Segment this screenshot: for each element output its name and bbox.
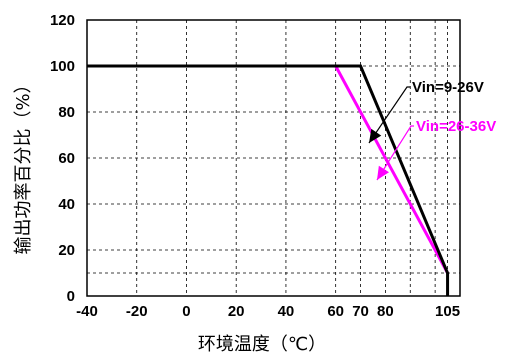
y-axis-title: 输出功率百分比（%） bbox=[13, 75, 34, 254]
series-label-0: Vin=9-26V bbox=[412, 79, 484, 96]
x-tick-label: 80 bbox=[377, 303, 394, 320]
x-tick-labels: -40 -20 0 20 40 60 70 80 105 bbox=[76, 303, 460, 320]
series-annotations: Vin=9-26V Vin=26-36V bbox=[368, 79, 496, 181]
series-label-1: Vin=26-36V bbox=[416, 118, 496, 135]
y-tick-label: 40 bbox=[58, 196, 75, 213]
series-line-1 bbox=[334, 65, 449, 274]
annotation-arrowhead-0 bbox=[369, 128, 382, 143]
y-tick-label: 20 bbox=[58, 242, 75, 259]
grid bbox=[87, 20, 460, 296]
y-tick-label: 100 bbox=[50, 58, 75, 75]
x-tick-label: 60 bbox=[327, 303, 344, 320]
y-tick-label: 80 bbox=[58, 104, 75, 121]
series-line-0 bbox=[87, 64, 450, 296]
plot-frame bbox=[86, 19, 461, 297]
annotation-leader-1 bbox=[376, 125, 414, 181]
y-tick-label: 120 bbox=[50, 12, 75, 29]
annotation-leader-0 bbox=[368, 86, 410, 144]
x-tick-label: 70 bbox=[352, 303, 369, 320]
y-tick-label: 60 bbox=[58, 150, 75, 167]
x-tick-label: 0 bbox=[182, 303, 190, 320]
x-tick-label: -40 bbox=[76, 303, 98, 320]
x-tick-label: 40 bbox=[278, 303, 295, 320]
annotation-arrowhead-1 bbox=[377, 165, 390, 180]
y-tick-labels: 0 20 40 60 80 100 120 bbox=[50, 12, 75, 305]
x-tick-label: 20 bbox=[228, 303, 245, 320]
series-layer bbox=[87, 64, 450, 296]
x-axis-title: 环境温度（℃） bbox=[198, 334, 326, 355]
x-tick-label: 105 bbox=[435, 303, 460, 320]
x-tick-label: -20 bbox=[126, 303, 148, 320]
y-tick-label: 0 bbox=[67, 288, 75, 305]
